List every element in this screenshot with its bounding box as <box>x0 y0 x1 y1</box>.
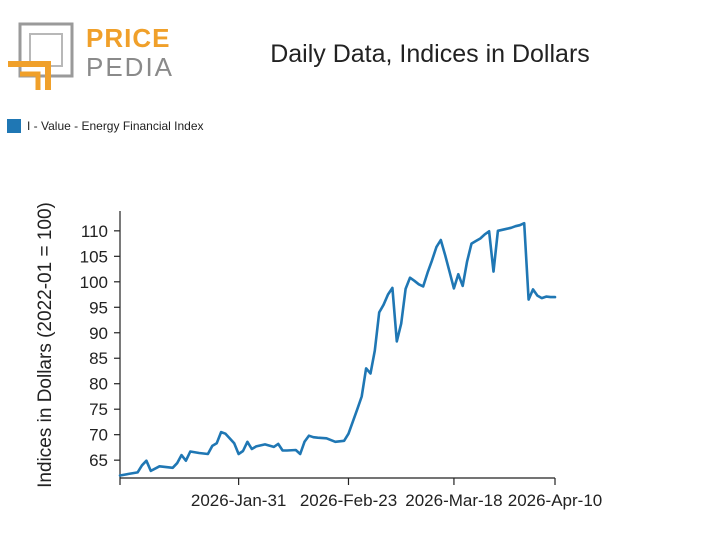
y-tick-label: 90 <box>89 324 108 343</box>
series-line-0 <box>118 221 557 477</box>
legend-swatch <box>7 119 21 133</box>
chart-legend[interactable]: I - Value - Energy Financial Index <box>7 119 204 133</box>
x-tick-label: 2026-Feb-23 <box>300 491 397 510</box>
logo-word-pedia: PEDIA <box>86 52 175 82</box>
x-tick-label: 2026-Jan-31 <box>191 491 286 510</box>
logo-mark-icon <box>8 22 74 90</box>
pricepedia-logo: PRICE PEDIA <box>8 22 172 92</box>
x-tick-label: 2026-Apr-10 <box>508 491 603 510</box>
y-axis-title: Indices in Dollars (2022-01 = 100) <box>35 202 56 488</box>
y-tick-label: 75 <box>89 400 108 419</box>
chart-title: Daily Data, Indices in Dollars <box>270 40 590 68</box>
y-tick-label: 105 <box>80 247 108 266</box>
logo-word-price: PRICE <box>86 23 171 53</box>
x-tick-label: 2026-Mar-18 <box>405 491 502 510</box>
y-tick-label: 65 <box>89 451 108 470</box>
legend-label: I - Value - Energy Financial Index <box>27 119 204 133</box>
y-tick-label: 100 <box>80 273 108 292</box>
y-tick-label: 95 <box>89 298 108 317</box>
y-tick-label: 70 <box>89 426 108 445</box>
y-tick-label: 80 <box>89 375 108 394</box>
y-tick-label: 85 <box>89 349 108 368</box>
y-tick-label: 110 <box>81 222 108 241</box>
